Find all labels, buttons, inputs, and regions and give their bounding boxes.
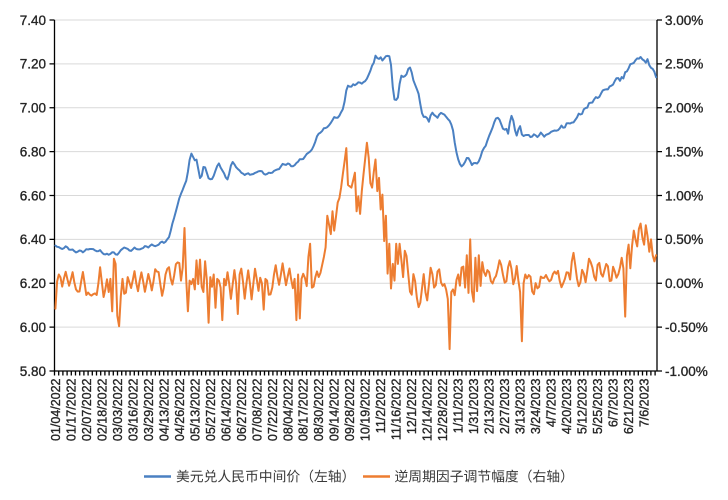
svg-text:02/07/2022: 02/07/2022 [80, 378, 94, 441]
svg-text:09/28/2022: 09/28/2022 [343, 378, 357, 441]
svg-text:12/28/2022: 12/28/2022 [436, 378, 450, 441]
svg-text:4/20/2023: 4/20/2023 [560, 378, 574, 434]
svg-text:3.00%: 3.00% [665, 13, 703, 28]
svg-text:3/24/2023: 3/24/2023 [529, 378, 543, 434]
svg-text:6.00: 6.00 [20, 320, 46, 335]
svg-text:01/17/2022: 01/17/2022 [64, 378, 78, 441]
svg-text:6/7/2023: 6/7/2023 [607, 378, 621, 427]
svg-text:5/25/2023: 5/25/2023 [591, 378, 605, 434]
svg-text:11/16/2022: 11/16/2022 [390, 378, 404, 440]
svg-text:-1.00%: -1.00% [665, 364, 708, 379]
svg-text:04/26/2022: 04/26/2022 [173, 378, 187, 441]
svg-text:05/27/2022: 05/27/2022 [204, 378, 218, 441]
svg-text:7.00: 7.00 [20, 101, 46, 116]
svg-text:08/04/2022: 08/04/2022 [281, 378, 295, 441]
svg-text:7.40: 7.40 [20, 13, 46, 28]
svg-text:0.50%: 0.50% [665, 232, 703, 247]
svg-text:03/16/2022: 03/16/2022 [126, 378, 140, 441]
svg-text:1.50%: 1.50% [665, 145, 703, 160]
svg-text:08/17/2022: 08/17/2022 [297, 378, 311, 441]
svg-text:6.20: 6.20 [20, 276, 46, 291]
svg-text:09/14/2022: 09/14/2022 [328, 378, 342, 441]
svg-text:02/18/2022: 02/18/2022 [95, 378, 109, 441]
svg-text:3/13/2023: 3/13/2023 [514, 378, 528, 434]
svg-text:2.00%: 2.00% [665, 101, 703, 116]
svg-text:2/13/2023: 2/13/2023 [483, 378, 497, 434]
svg-text:5/12/2023: 5/12/2023 [576, 378, 590, 434]
svg-text:04/13/2022: 04/13/2022 [157, 378, 171, 441]
svg-text:01/04/2022: 01/04/2022 [49, 378, 63, 441]
svg-text:-0.50%: -0.50% [665, 320, 708, 335]
svg-text:07/22/2022: 07/22/2022 [266, 378, 280, 441]
svg-text:2.50%: 2.50% [665, 57, 703, 72]
svg-text:7.20: 7.20 [20, 57, 46, 72]
svg-text:6.80: 6.80 [20, 145, 46, 160]
svg-text:6/21/2023: 6/21/2023 [622, 378, 636, 434]
svg-text:1/11/2023: 1/11/2023 [452, 378, 466, 433]
svg-text:06/14/2022: 06/14/2022 [219, 378, 233, 441]
svg-text:6.40: 6.40 [20, 232, 46, 247]
svg-text:06/27/2022: 06/27/2022 [235, 378, 249, 441]
svg-text:7/6/2023: 7/6/2023 [638, 378, 652, 427]
svg-text:03/03/2022: 03/03/2022 [111, 378, 125, 441]
svg-text:12/1/2022: 12/1/2022 [405, 378, 419, 434]
svg-text:1.00%: 1.00% [665, 188, 703, 203]
svg-text:11/2/2022: 11/2/2022 [374, 378, 388, 433]
svg-text:08/30/2022: 08/30/2022 [312, 378, 326, 441]
svg-text:07/08/2022: 07/08/2022 [250, 378, 264, 441]
svg-text:1/31/2023: 1/31/2023 [467, 378, 481, 434]
svg-text:03/29/2022: 03/29/2022 [142, 378, 156, 441]
svg-text:0.00%: 0.00% [665, 276, 703, 291]
svg-text:4/7/2023: 4/7/2023 [545, 378, 559, 427]
svg-text:6.60: 6.60 [20, 188, 46, 203]
svg-text:12/14/2022: 12/14/2022 [421, 378, 435, 441]
svg-text:2/27/2023: 2/27/2023 [498, 378, 512, 434]
svg-text:10/19/2022: 10/19/2022 [359, 378, 373, 441]
svg-text:05/13/2022: 05/13/2022 [188, 378, 202, 441]
svg-text:5.80: 5.80 [20, 364, 46, 379]
